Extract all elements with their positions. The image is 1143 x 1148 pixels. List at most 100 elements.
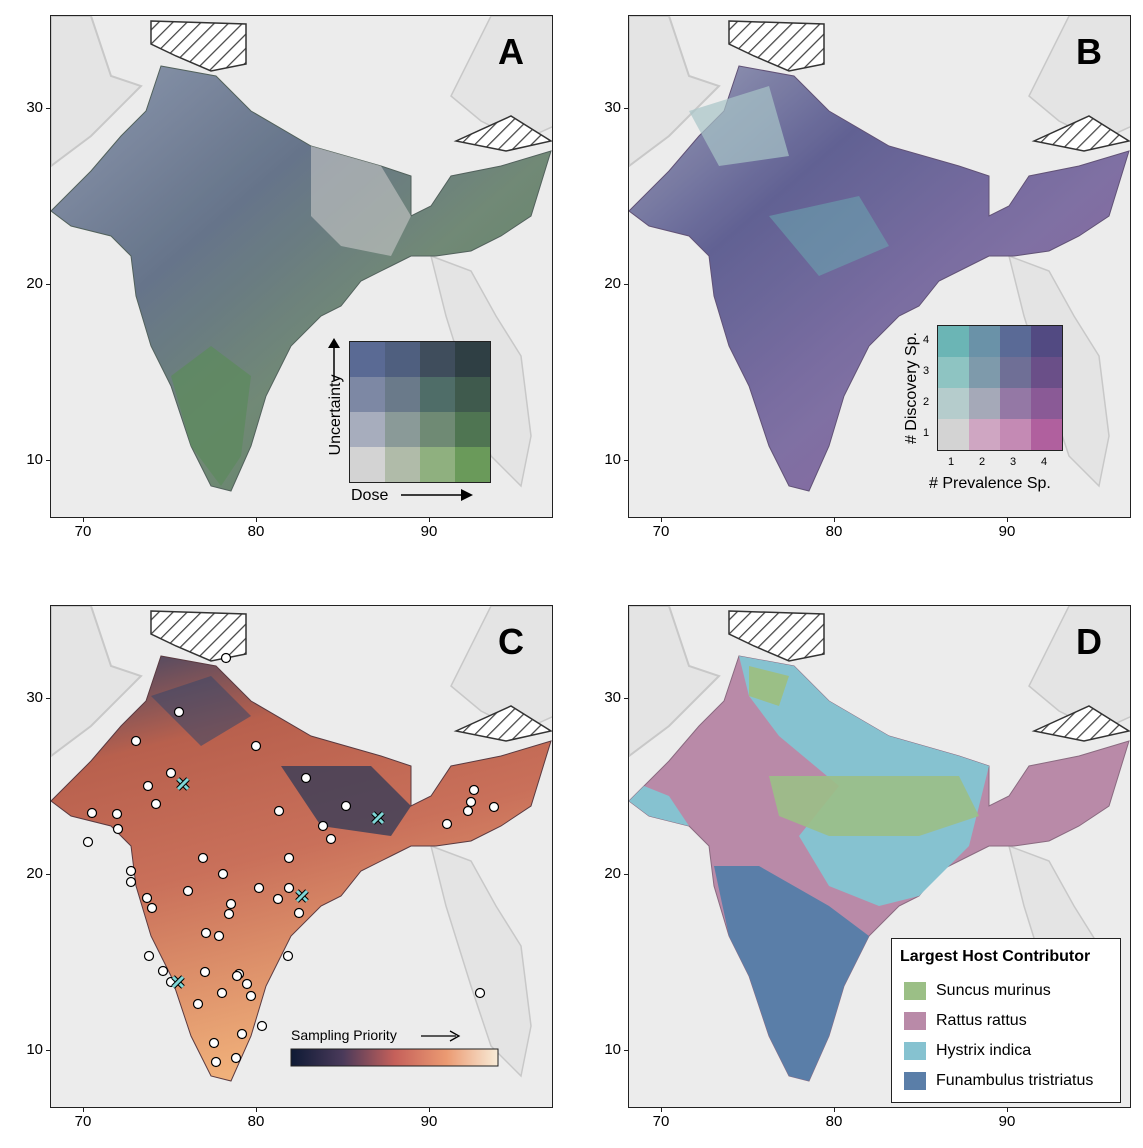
hatched-region-northeast — [453, 705, 552, 742]
panel-b-bivariate-legend — [937, 325, 1063, 451]
panel-letter-b: B — [1076, 31, 1102, 72]
legend-b-y-tick: 2 — [923, 396, 930, 408]
x-tick-mark — [1007, 1108, 1008, 1112]
sample-site-circle — [157, 965, 169, 977]
hatched-region-northeast — [1031, 115, 1130, 152]
sample-site-circle — [173, 706, 185, 718]
hatched-region-northeast — [453, 115, 552, 152]
x-tick-mark — [661, 518, 662, 522]
legend-item-label: Hystrix indica — [936, 1042, 1032, 1059]
legend-b-cell — [969, 357, 1000, 388]
legend-swatch — [904, 1042, 926, 1060]
x-tick-mark — [83, 1108, 84, 1112]
india-map-dose-uncertainty — [51, 16, 552, 492]
legend-b-x-tick: 2 — [979, 456, 986, 468]
sample-site-circle — [256, 1020, 268, 1032]
india-map-species-counts — [629, 16, 1130, 492]
y-tick-mark — [624, 874, 628, 875]
sample-site-circle — [317, 820, 329, 832]
legend-a-cell — [350, 377, 385, 412]
hatched-region-north — [728, 610, 825, 662]
sample-site-circle — [273, 805, 285, 817]
x-tick-mark — [256, 518, 257, 522]
sample-site-circle — [283, 882, 295, 894]
legend-a-cell — [350, 342, 385, 377]
sample-site-circle — [82, 836, 94, 848]
legend-item: Suncus murinus — [904, 982, 1051, 1000]
priority-site-cross — [171, 975, 185, 989]
hatched-region-northeast — [1031, 705, 1130, 742]
legend-a-x-arrow — [401, 489, 473, 501]
y-tick-mark — [624, 698, 628, 699]
hatched-region-north — [150, 610, 247, 662]
x-tick-mark — [429, 1108, 430, 1112]
sample-site-circle — [150, 798, 162, 810]
x-tick-mark — [83, 518, 84, 522]
legend-b-cell — [1031, 357, 1062, 388]
panel-letter-c: C — [498, 621, 524, 662]
sample-site-circle — [250, 740, 262, 752]
x-tick-label: 90 — [998, 1113, 1016, 1130]
legend-item-label: Funambulus tristriatus — [936, 1072, 1094, 1089]
y-tick-label: 10 — [26, 1041, 43, 1058]
sample-site-circle — [253, 882, 265, 894]
legend-b-cell — [969, 388, 1000, 419]
legend-b-y-tick: 3 — [923, 365, 930, 377]
y-tick-mark — [46, 1050, 50, 1051]
legend-b-cell — [969, 326, 1000, 357]
sample-site-circle — [199, 966, 211, 978]
y-tick-mark — [624, 460, 628, 461]
y-tick-label: 20 — [26, 865, 43, 882]
sample-site-circle — [125, 876, 137, 888]
legend-b-x-tick: 3 — [1010, 456, 1017, 468]
sample-site-circle — [474, 987, 486, 999]
x-tick-label: 90 — [998, 523, 1016, 540]
legend-b-y-tick: 4 — [923, 334, 930, 346]
legend-b-cell — [1000, 357, 1031, 388]
host-contributor-legend: Largest Host Contributor Suncus murinus R… — [891, 938, 1121, 1103]
sample-site-circle — [325, 833, 337, 845]
sample-site-circle — [220, 652, 232, 664]
legend-b-cell — [1000, 326, 1031, 357]
sample-site-circle — [245, 990, 257, 1002]
sample-site-circle — [200, 927, 212, 939]
sample-site-circle — [231, 970, 243, 982]
legend-b-cell — [1031, 419, 1062, 450]
india-map-host-contributor — [629, 606, 1130, 1082]
legend-a-x-label: Dose — [351, 487, 389, 504]
legend-b-y-label: # Discovery Sp. — [903, 331, 920, 445]
x-tick-label: 70 — [74, 1113, 92, 1130]
funambulus-tristriatus-region — [714, 866, 869, 1081]
legend-b-x-tick: 1 — [948, 456, 955, 468]
hatched-region-north — [150, 20, 247, 72]
legend-a-cell — [385, 342, 420, 377]
sample-site-circle — [142, 780, 154, 792]
y-tick-mark — [46, 698, 50, 699]
x-tick-mark — [1007, 518, 1008, 522]
legend-a-cell — [385, 412, 420, 447]
sample-site-circle — [86, 807, 98, 819]
legend-b-cell — [1031, 388, 1062, 419]
legend-a-cell — [420, 342, 455, 377]
x-tick-label: 80 — [247, 523, 265, 540]
panel-d-map: D Largest Host Contributor Suncus murinu… — [628, 605, 1131, 1108]
legend-b-cell — [1000, 388, 1031, 419]
sample-site-circle — [225, 898, 237, 910]
legend-a-y-arrow — [328, 338, 340, 380]
y-tick-mark — [624, 108, 628, 109]
panel-a-bivariate-legend — [349, 341, 491, 483]
legend-a-cell — [455, 342, 490, 377]
priority-site-cross — [176, 777, 190, 791]
legend-b-cell — [938, 419, 969, 450]
sample-site-circle — [165, 767, 177, 779]
sample-site-circle — [112, 823, 124, 835]
legend-swatch — [904, 1072, 926, 1090]
y-tick-mark — [46, 460, 50, 461]
india-land — [51, 655, 552, 1082]
y-tick-label: 20 — [26, 275, 43, 292]
y-tick-label: 20 — [604, 275, 621, 292]
y-tick-label: 20 — [604, 865, 621, 882]
y-tick-mark — [46, 284, 50, 285]
legend-a-cell — [455, 377, 490, 412]
sample-site-circle — [340, 800, 352, 812]
